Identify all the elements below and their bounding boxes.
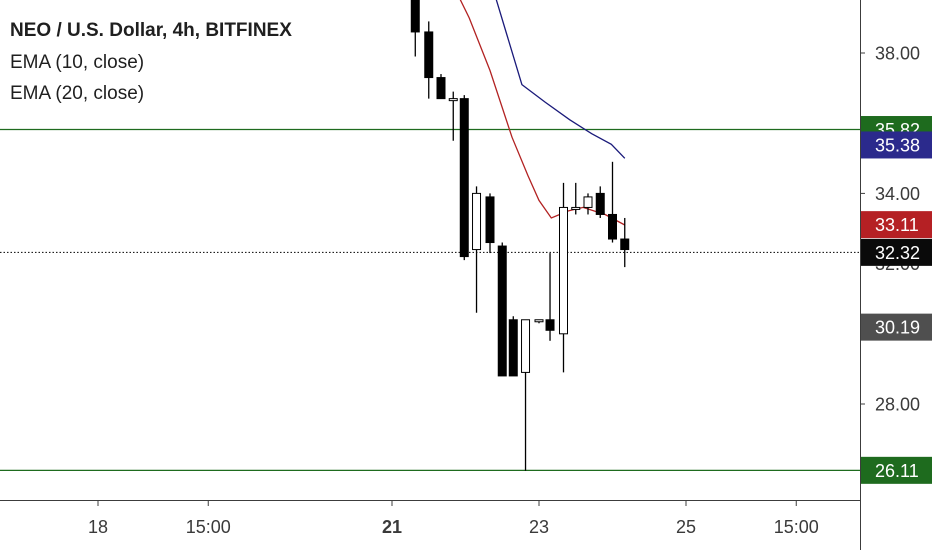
price-tag-label: 32.32 (875, 243, 920, 263)
candle-body (583, 196, 593, 208)
candle (448, 91, 458, 141)
candle-body (534, 319, 544, 323)
price-tag-label: 30.19 (875, 318, 920, 338)
candle (595, 186, 605, 218)
ema20-legend: EMA (20, close) (10, 83, 145, 104)
price-tag: 32.32 (861, 238, 932, 266)
candle (608, 161, 617, 243)
candle (459, 95, 469, 261)
price-tag: 33.11 (861, 211, 932, 239)
price-tag: 35.38 (861, 131, 932, 159)
price-tag-bg (861, 238, 932, 266)
plot-area (0, 0, 860, 471)
candle-body (571, 206, 581, 210)
candle-body (410, 0, 420, 33)
candle (534, 319, 544, 324)
candle-body (497, 245, 507, 377)
candle-body (485, 196, 495, 244)
candle (497, 242, 507, 377)
candle-body (608, 213, 617, 240)
candle-body (620, 238, 630, 251)
x-tick-label: 21 (382, 517, 402, 537)
price-tag-label: 26.11 (875, 461, 919, 481)
candle-body (595, 192, 605, 215)
candle-body (424, 31, 434, 79)
price-tag: 26.11 (861, 456, 932, 484)
price-tag-label: 33.11 (875, 215, 919, 235)
candle (508, 316, 518, 377)
candle-body (521, 319, 531, 373)
y-tick-label: 38.00 (875, 44, 920, 64)
price-tag: 30.19 (861, 313, 932, 341)
chart-title: NEO / U.S. Dollar, 4h, BITFINEX (10, 20, 292, 41)
chart-legend: NEO / U.S. Dollar, 4h, BITFINEX EMA (10,… (10, 18, 292, 113)
candle-body (559, 206, 568, 335)
candle (521, 319, 531, 471)
candle (571, 182, 581, 215)
x-tick-label: 18 (88, 517, 108, 537)
price-tag-bg (861, 456, 932, 484)
ema20-line (495, 0, 626, 159)
candle (559, 182, 568, 373)
price-tag-bg (861, 313, 932, 341)
price-tag-bg (861, 131, 932, 159)
candle (436, 74, 446, 100)
candle-body (472, 192, 482, 251)
x-tick-label: 15:00 (774, 517, 819, 537)
candle-body (545, 319, 555, 331)
y-tick-label: 28.00 (875, 395, 920, 415)
price-tag-label: 35.38 (875, 135, 920, 155)
x-tick-label: 23 (529, 517, 549, 537)
x-tick-label: 25 (676, 517, 696, 537)
candle (472, 186, 482, 313)
candle (583, 193, 593, 215)
candle (410, 0, 420, 57)
candle-body (436, 77, 446, 100)
candle (485, 193, 495, 254)
candle-body (508, 319, 518, 377)
candle (620, 217, 630, 268)
y-tick-label: 34.00 (875, 184, 920, 204)
price-tag-bg (861, 211, 932, 239)
candle-body (448, 98, 458, 102)
candle (424, 21, 434, 99)
ema10-legend: EMA (10, close) (10, 51, 145, 73)
candle (545, 253, 555, 341)
candle-body (459, 98, 469, 258)
ema10-line (459, 0, 626, 226)
x-tick-label: 15:00 (186, 517, 231, 537)
